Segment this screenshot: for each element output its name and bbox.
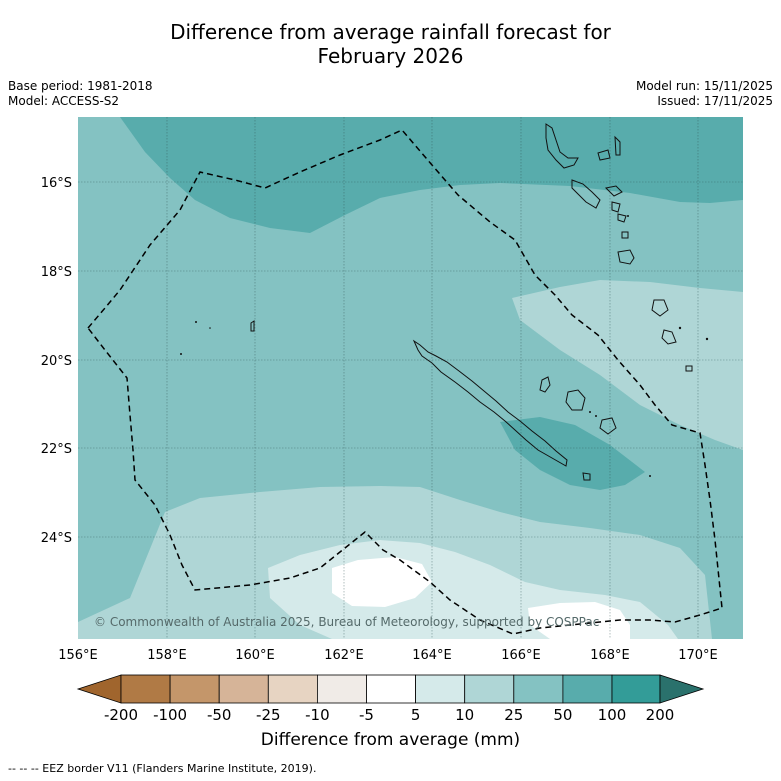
islet <box>209 327 211 329</box>
model-run: Model run: 15/11/2025 <box>635 79 773 93</box>
base-period: Base period: 1981-2018 <box>8 79 153 93</box>
region-neutral-1 <box>332 557 432 607</box>
island-east-3 <box>685 365 693 372</box>
lat-label-24s: 24°S <box>41 531 72 546</box>
colorbar-segment <box>366 674 416 704</box>
colorbar-segment <box>513 674 564 704</box>
colorbar-label: -50 <box>207 706 232 724</box>
colorbar-segment <box>218 674 269 704</box>
colorbar-label: 100 <box>598 706 627 724</box>
lat-label-18s: 18°S <box>41 265 72 280</box>
island-vanuatu-6 <box>611 201 621 213</box>
lat-label-20s: 20°S <box>41 354 72 369</box>
islet <box>678 326 682 330</box>
eez-legend-note: -- -- -- EEZ border V11 (Flanders Marine… <box>8 762 317 775</box>
lon-label-162e: 162°E <box>324 648 364 663</box>
colorbar-segment <box>562 674 613 704</box>
island-chesterfield <box>250 320 255 332</box>
colorbar-segment <box>120 674 171 704</box>
colorbar-label: -10 <box>305 706 330 724</box>
issued-date: Issued: 17/11/2025 <box>657 94 773 108</box>
colorbar-label: 10 <box>455 706 474 724</box>
region-50-100-north <box>120 117 743 233</box>
colorbar-segment <box>611 674 661 704</box>
colorbar-label: 50 <box>553 706 572 724</box>
islets <box>180 215 709 477</box>
region-50-100-central <box>500 417 645 490</box>
colorbar <box>76 674 705 704</box>
lon-label-156e: 156°E <box>58 648 98 663</box>
island-vanuatu-7 <box>617 213 627 223</box>
lon-label-158e: 158°E <box>147 648 187 663</box>
island-vanuatu-2 <box>597 149 611 161</box>
region-10-25-east <box>512 280 743 450</box>
island-vanuatu-5 <box>604 185 623 197</box>
island-new-caledonia <box>412 339 568 467</box>
colorbar-label: -100 <box>153 706 187 724</box>
island-vanuatu-1 <box>545 123 579 169</box>
lon-label-160e: 160°E <box>235 648 275 663</box>
island-vanuatu-9 <box>617 249 635 265</box>
gridlines <box>78 117 743 639</box>
colorbar-segment <box>464 674 515 704</box>
islet <box>589 411 591 413</box>
lon-label-168e: 168°E <box>590 648 630 663</box>
lon-label-170e: 170°E <box>678 648 718 663</box>
meta-right: Model run: 15/11/2025 Issued: 17/11/2025 <box>636 79 773 109</box>
islet <box>180 353 182 355</box>
coastlines <box>250 123 693 481</box>
islet <box>649 475 651 477</box>
colorbar-label: 5 <box>411 706 421 724</box>
eez-border <box>87 129 723 635</box>
island-south <box>582 472 591 481</box>
island-loyalty-1 <box>539 376 551 393</box>
colorbar-segment <box>169 674 220 704</box>
islet <box>627 215 629 217</box>
chart-title-line2: February 2026 <box>317 44 464 68</box>
islet <box>595 415 597 417</box>
colorbar-title: Difference from average (mm) <box>260 730 521 750</box>
colorbar-extend-low <box>76 674 122 704</box>
copyright-notice: © Commonwealth of Australia 2025, Bureau… <box>94 615 599 629</box>
lon-label-164e: 164°E <box>412 648 452 663</box>
chart-title-line1: Difference from average rainfall forecas… <box>170 20 611 44</box>
colorbar-segment <box>415 674 466 704</box>
colorbar-label: 200 <box>646 706 675 724</box>
island-vanuatu-4 <box>571 179 601 209</box>
model-name: Model: ACCESS-S2 <box>8 94 120 108</box>
region-neutral-2 <box>528 602 630 639</box>
island-loyalty-2 <box>565 389 586 411</box>
meta-left: Base period: 1981-2018 Model: ACCESS-S2 <box>8 79 153 109</box>
island-east-2 <box>661 329 677 345</box>
colorbar-extend-high <box>659 674 705 704</box>
islet <box>195 321 197 323</box>
island-vanuatu-8 <box>621 231 629 239</box>
island-vanuatu-3 <box>614 135 621 156</box>
lat-label-22s: 22°S <box>41 442 72 457</box>
colorbar-segment <box>267 674 318 704</box>
island-east-1 <box>651 299 669 317</box>
colorbar-label: -5 <box>359 706 374 724</box>
colorbar-label: -200 <box>104 706 138 724</box>
colorbar-label: 25 <box>504 706 523 724</box>
islet <box>705 337 709 341</box>
colorbar-segment <box>316 674 367 704</box>
colorbar-label: -25 <box>256 706 281 724</box>
island-loyalty-3 <box>599 417 617 435</box>
lat-label-16s: 16°S <box>41 176 72 191</box>
lon-label-166e: 166°E <box>501 648 541 663</box>
